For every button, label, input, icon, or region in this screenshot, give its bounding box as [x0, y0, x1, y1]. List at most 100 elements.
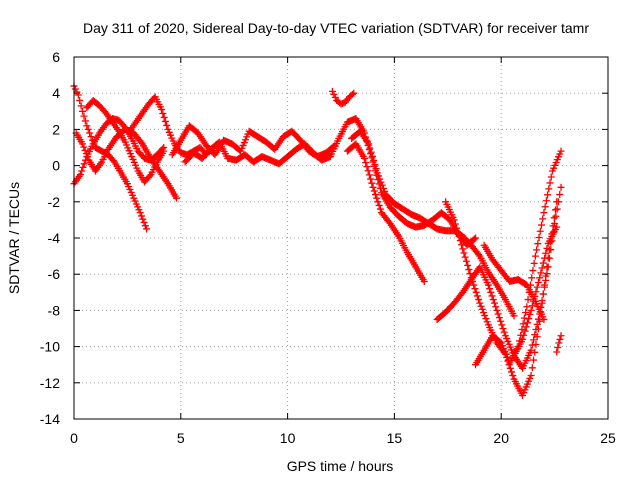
data-point [532, 288, 540, 296]
data-point [74, 91, 82, 99]
data-point [137, 138, 145, 146]
data-point [539, 290, 547, 298]
data-point [451, 220, 459, 228]
data-point [523, 303, 531, 311]
y-tick-label: 0 [52, 158, 60, 174]
x-tick-label: 5 [177, 430, 185, 446]
data-point [146, 172, 154, 180]
data-point [531, 348, 539, 356]
data-point [78, 167, 86, 175]
y-tick-labels: 6 4 2 0 -2 -4 -6 -8 -10 -12 -14 [40, 49, 60, 427]
data-point [450, 216, 458, 224]
data-point [109, 157, 117, 165]
data-point [470, 281, 478, 289]
data-point [521, 327, 529, 335]
data-point [544, 191, 552, 199]
series-arc-n [472, 147, 565, 369]
y-tick-label: 6 [52, 49, 60, 65]
data-point [458, 241, 466, 249]
data-point [90, 140, 98, 148]
data-point [330, 90, 338, 98]
data-point [376, 205, 384, 213]
data-point [534, 278, 542, 286]
data-point [459, 245, 467, 253]
data-point [482, 315, 490, 323]
data-point [526, 311, 534, 319]
data-point [487, 288, 495, 296]
data-point [365, 171, 373, 179]
data-point [84, 125, 92, 133]
data-point [541, 203, 549, 211]
data-point [518, 326, 526, 334]
data-point [363, 163, 371, 171]
series-arc-j [343, 140, 428, 285]
data-point [369, 183, 377, 191]
data-point [486, 285, 494, 293]
data-point [532, 341, 540, 349]
data-point [553, 198, 561, 206]
data-point [365, 140, 373, 148]
data-point [530, 336, 538, 344]
data-point [136, 209, 144, 217]
data-point [553, 205, 561, 213]
data-point [533, 246, 541, 254]
data-point [73, 88, 81, 96]
data-point [469, 277, 477, 285]
data-point [545, 185, 553, 193]
data-point [555, 339, 563, 347]
grid-lines [74, 57, 608, 419]
data-point [510, 312, 518, 320]
data-point [557, 183, 565, 191]
data-point [494, 310, 502, 318]
data-point [553, 223, 561, 231]
data-point [331, 93, 339, 101]
data-point [471, 285, 479, 293]
data-point [536, 227, 544, 235]
data-point [539, 215, 547, 223]
data-point [535, 233, 543, 241]
data-point [453, 224, 461, 232]
data-point [531, 252, 539, 260]
data-point [141, 222, 149, 230]
data-point [466, 270, 474, 278]
data-point [537, 269, 545, 277]
data-point [173, 194, 181, 202]
data-point [143, 225, 151, 233]
x-axis-label: GPS time / hours [287, 458, 394, 474]
data-point [522, 323, 530, 331]
data-point [536, 317, 544, 325]
data-point [556, 335, 564, 343]
data-point [478, 305, 486, 313]
data-point [520, 331, 528, 339]
data-point [454, 228, 462, 236]
data-point [373, 194, 381, 202]
data-point [552, 206, 560, 214]
data-point [374, 198, 382, 206]
y-tick-label: -10 [40, 339, 60, 355]
series-arc-k [348, 127, 518, 320]
data-point [530, 356, 538, 364]
data-point [556, 191, 564, 199]
chart-title: Day 311 of 2020, Sidereal Day-to-day VTE… [83, 20, 589, 36]
data-point [367, 175, 375, 183]
x-tick-label: 0 [70, 430, 78, 446]
data-point [530, 297, 538, 305]
data-point [470, 235, 478, 243]
data-point [364, 167, 372, 175]
y-tick-label: 4 [52, 85, 60, 101]
data-point [550, 214, 558, 222]
y-tick-label: -4 [48, 230, 61, 246]
data-point [465, 266, 473, 274]
data-point [554, 344, 562, 352]
plot-frame [73, 56, 609, 420]
data-point [89, 136, 97, 144]
data-point [456, 237, 464, 245]
data-point [540, 315, 548, 323]
data-point [534, 240, 542, 248]
data-point [538, 299, 546, 307]
data-point [370, 187, 378, 195]
data-point [484, 281, 492, 289]
y-tick-label: -8 [48, 302, 61, 318]
data-point [536, 274, 544, 282]
axis-ticks [73, 56, 609, 420]
